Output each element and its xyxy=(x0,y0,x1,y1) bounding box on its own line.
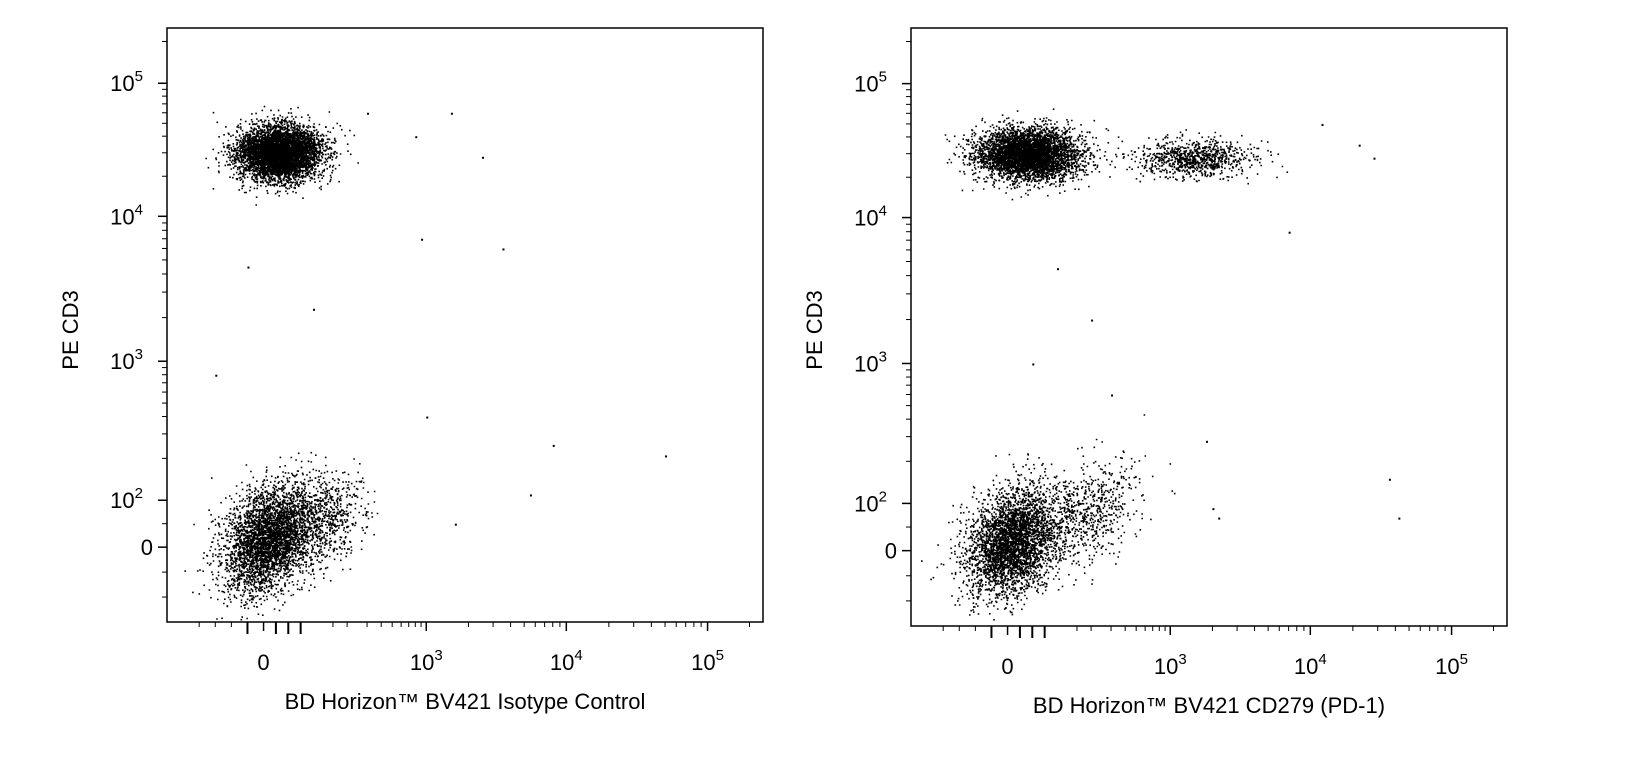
y-tick-label: 103 xyxy=(110,346,143,374)
outlier-point xyxy=(529,494,532,497)
series-population-0 xyxy=(205,105,359,206)
outlier-point xyxy=(1321,123,1324,126)
outlier-point xyxy=(1218,517,1221,520)
x-tick-label: 104 xyxy=(1294,651,1327,679)
x-tick-label: 0 xyxy=(257,650,269,675)
outlier-point xyxy=(1212,508,1215,511)
outlier-point xyxy=(502,248,505,251)
scatter-points xyxy=(921,108,1401,621)
x-axis-label: BD Horizon™ BV421 Isotype Control xyxy=(285,689,646,714)
outlier-point xyxy=(426,416,429,419)
outlier-point xyxy=(454,523,457,526)
x-tick-label: 105 xyxy=(1435,651,1468,679)
y-axis-label: PE CD3 xyxy=(802,290,827,369)
outlier-point xyxy=(1206,440,1209,443)
outlier-point xyxy=(1288,231,1291,234)
outlier-point xyxy=(313,308,316,311)
series-points-path xyxy=(1071,129,1289,185)
series-points-path xyxy=(205,105,359,206)
y-tick-label: 102 xyxy=(854,488,887,516)
series-population-2 xyxy=(921,453,1101,621)
outlier-point xyxy=(552,444,555,447)
series-population-1 xyxy=(184,451,347,621)
x-tick-label: 0 xyxy=(1001,654,1013,679)
y-axis-label: PE CD3 xyxy=(58,290,83,369)
y-tick-label: 104 xyxy=(110,201,143,229)
y-axis: 0 102 103 104 105 xyxy=(854,41,911,602)
outlier-point xyxy=(1111,394,1114,397)
outlier-point xyxy=(1398,517,1401,520)
plot-cd279-pd1: 0 102 103 104 105 0 103 104 105 BD Horizon™ BV421… xyxy=(802,27,1508,718)
outlier-point xyxy=(421,238,424,241)
y-tick-label: 0 xyxy=(141,535,153,560)
outlier-point xyxy=(1032,363,1035,366)
outlier-point xyxy=(415,136,418,139)
y-tick-label: 105 xyxy=(854,69,887,97)
y-axis: 0 102 103 104 105 xyxy=(110,40,167,598)
y-tick-label: 105 xyxy=(110,68,143,96)
outlier-point xyxy=(665,455,668,458)
x-axis: 0 103 104 105 xyxy=(198,622,751,675)
series-population-0 xyxy=(944,108,1120,201)
outlier-point xyxy=(481,156,484,159)
x-tick-label: 104 xyxy=(550,647,583,675)
plot-isotype-control: 0 102 103 104 105 0 103 104 105 BD Horizon™ BV421… xyxy=(58,27,764,714)
x-tick-label: 103 xyxy=(1154,651,1187,679)
y-tick-label: 104 xyxy=(854,203,887,231)
scatter-points xyxy=(184,105,668,621)
series-points-path xyxy=(921,453,1101,621)
x-axis: 0 103 104 105 xyxy=(942,626,1495,679)
y-tick-label: 0 xyxy=(885,539,897,564)
y-tick-label: 102 xyxy=(110,485,143,513)
outlier-point xyxy=(367,112,370,115)
outlier-point xyxy=(1091,319,1094,322)
outlier-point xyxy=(1388,478,1391,481)
x-tick-label: 105 xyxy=(691,647,724,675)
outlier-point xyxy=(1358,144,1361,147)
outlier-point xyxy=(450,112,453,115)
y-tick-label: 103 xyxy=(854,348,887,376)
x-tick-label: 103 xyxy=(410,647,443,675)
outlier-point xyxy=(1373,157,1376,160)
plot-frame xyxy=(910,27,1508,627)
outlier-point xyxy=(215,374,218,377)
series-population-1 xyxy=(1071,129,1289,185)
outlier-point xyxy=(247,266,250,269)
outlier-point xyxy=(1057,268,1060,271)
series-points-path xyxy=(944,108,1120,201)
x-axis-label: BD Horizon™ BV421 CD279 (PD-1) xyxy=(1033,693,1385,718)
series-points-path xyxy=(184,451,347,621)
